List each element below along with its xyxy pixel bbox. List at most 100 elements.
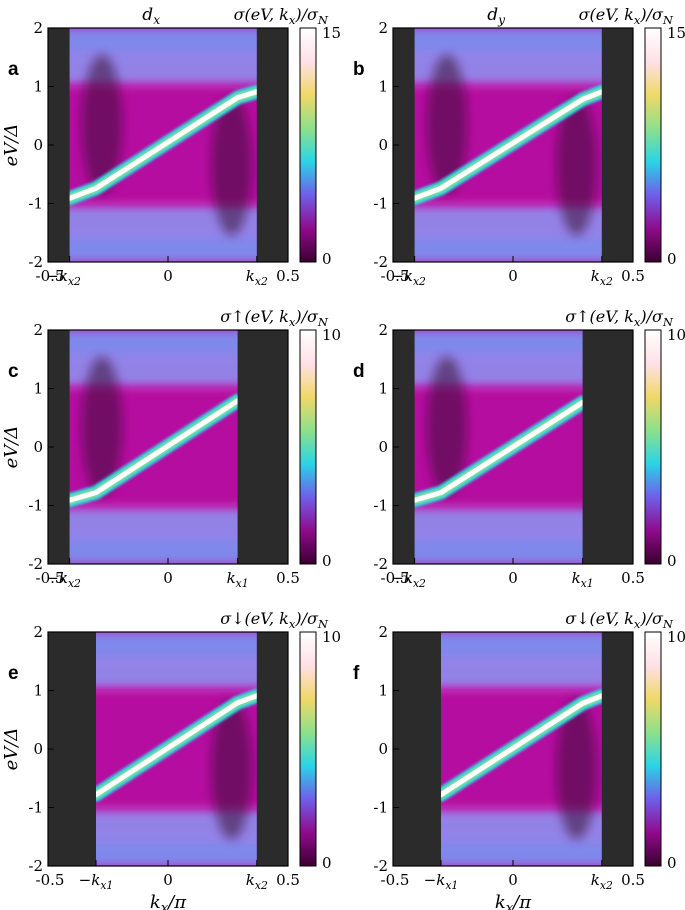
panel-f-ytick-label: -1 <box>373 799 388 817</box>
panel-e-xtick-label: kx2​ <box>246 871 268 892</box>
panel-c-ytick-label: 2 <box>33 321 43 339</box>
panel-b-ytick-label: 1 <box>378 78 388 96</box>
panel-e-xtick-label: −kx1​ <box>79 871 114 892</box>
panel-e: 210-1-2-0.5−kx1​0kx2​0.5eV/Δkx​/πe100σ↓(… <box>1 609 341 910</box>
panel-c-heatmap <box>48 330 288 564</box>
panel-d-xtick-label: 0.5 <box>621 569 645 587</box>
panel-e-colorbar-min: 0 <box>322 854 332 872</box>
panel-d-xtick-label: -0.5 <box>381 569 410 587</box>
panel-d-ytick-label: 0 <box>378 438 388 456</box>
panel-e-ylabel: eV/Δ <box>1 728 22 771</box>
panel-a-ytick-label: 0 <box>33 136 43 154</box>
panel-c-xtick-label: 0.5 <box>276 569 300 587</box>
panel-b-shadow-1 <box>556 95 597 236</box>
panel-d-colorbar-max: 10 <box>667 326 685 344</box>
panel-f-xtick-label: -0.5 <box>381 871 410 889</box>
panel-c-shadow-0 <box>82 356 122 497</box>
panel-e-ytick-label: 0 <box>33 740 43 758</box>
panel-d-dark-region-1 <box>582 330 633 564</box>
panel-b-xtick-label: -0.5 <box>381 267 410 285</box>
panel-c-xtick-label: 0 <box>163 569 173 587</box>
panel-f-xtick-label: 0 <box>508 871 518 889</box>
panel-a-ytick-label: 1 <box>33 78 43 96</box>
panel-f-colorbar <box>644 631 662 867</box>
panel-f-ytick-label: 1 <box>378 682 388 700</box>
panel-c-letter: c <box>8 361 19 382</box>
panel-e-shadow-0 <box>211 699 252 840</box>
panel-f-heatmap <box>393 632 633 866</box>
panel-f: 210-1-2-0.5−kx1​0kx2​0.5kx​/πf100σ↓(eV, … <box>353 609 685 910</box>
panel-a-colorbar-label: σ(eV, kx​)/σN​ <box>234 5 329 27</box>
panel-d-ridge <box>412 400 586 503</box>
panel-e-dark-region-0 <box>48 632 96 866</box>
panel-a-colorbar <box>299 27 317 263</box>
panel-f-xtick-label: kx2​ <box>591 871 613 892</box>
panel-f-shadow-0 <box>556 699 597 840</box>
panel-b-xtick-label: 0 <box>508 267 518 285</box>
panel-a-ytick-label: 2 <box>33 19 43 37</box>
panel-e-letter: e <box>8 663 19 684</box>
panel-a-shadow-0 <box>82 54 122 195</box>
panel-d-ytick-label: 2 <box>378 321 388 339</box>
panel-e-colorbar-max: 10 <box>322 628 341 646</box>
panel-a-title: dx​ <box>142 5 160 27</box>
panel-a-dark-region-1 <box>256 28 288 262</box>
panel-c-colorbar <box>299 329 317 565</box>
panel-c-ridge <box>67 398 241 503</box>
panel-f-ridge <box>438 693 605 798</box>
panel-c-ytick-label: -2 <box>28 555 43 573</box>
panel-d-colorbar <box>644 329 662 565</box>
panel-d-letter: d <box>353 361 365 382</box>
panel-e-heatmap <box>48 632 288 866</box>
panel-e-ytick-label: 1 <box>33 682 43 700</box>
panel-a: 2 1 0 -1 -2-0.5−kx2​ 0 kx2​ 0.5 eV/Δ dx​ a 15 0 σ(eV,… <box>1 5 341 288</box>
panel-b-colorbar-max: 15 <box>667 24 685 42</box>
panel-b-ytick-label: -1 <box>373 195 388 213</box>
panel-b: 2 1 0 -1 -2-0.5−kx2​ 0 kx2​ 0.5 dy​ b 15 0 σ(eV, kx​… <box>353 5 685 288</box>
panel-b-ytick-label: 2 <box>378 19 388 37</box>
panel-d-heatmap <box>393 330 633 564</box>
panel-e-ytick-label: 2 <box>33 623 43 641</box>
panel-f-colorbar-label: σ↓(eV, kx​)/σN​ <box>565 609 674 631</box>
panel-a-colorbar-max: 15 <box>322 24 341 42</box>
panel-a-xtick-label: 0 <box>163 267 173 285</box>
panel-d-ytick-label: -1 <box>373 497 388 515</box>
panel-e-colorbar <box>299 631 317 867</box>
panel-d-colorbar-label: σ↑(eV, kx​)/σN​ <box>565 307 674 329</box>
panel-a-shadow-1 <box>211 95 252 236</box>
panel-c-ytick-label: 0 <box>33 438 43 456</box>
panel-e-ridge <box>93 693 260 798</box>
panel-b-shadow-0 <box>427 54 467 195</box>
panel-f-ytick-label: 0 <box>378 740 388 758</box>
panel-e-xlabel: kx​/π <box>150 892 187 910</box>
panel-b-xtick-label: kx2​ <box>591 267 613 288</box>
panel-a-ytick-label: -1 <box>28 195 43 213</box>
panel-b-ridge <box>412 89 605 201</box>
panel-c-ytick-label: 1 <box>33 380 43 398</box>
panel-b-ytick-label: 0 <box>378 136 388 154</box>
panel-e-ytick-label: -2 <box>28 857 43 875</box>
panel-a-colorbar-min: 0 <box>322 250 332 268</box>
panel-e-xtick-label: 0.5 <box>276 871 300 889</box>
panel-f-colorbar-min: 0 <box>667 854 677 872</box>
panel-f-xtick-label: −kx1​ <box>424 871 459 892</box>
panel-c-xtick-label: −kx2​ <box>46 569 81 590</box>
panel-f-xtick-label: 0.5 <box>621 871 645 889</box>
panel-c-colorbar-max: 10 <box>322 326 341 344</box>
panel-b-heatmap <box>393 28 633 262</box>
panel-e-xtick-label: 0 <box>163 871 173 889</box>
panel-c-colorbar-min: 0 <box>322 552 332 570</box>
panel-a-letter: a <box>8 59 19 80</box>
panel-d-ytick-label: -2 <box>373 555 388 573</box>
panel-e-dark-region-1 <box>256 632 288 866</box>
panel-b-dark-region-1 <box>601 28 633 262</box>
panel-b-colorbar-label: σ(eV, kx​)/σN​ <box>579 5 674 27</box>
panel-a-xtick-label: −kx2​ <box>46 267 81 288</box>
panel-e-ytick-label: -1 <box>28 799 43 817</box>
panel-d-shadow-0 <box>427 356 467 497</box>
panel-a-xtick-label: kx2​ <box>246 267 268 288</box>
panel-b-title: dy​ <box>487 5 506 27</box>
panel-a-heatmap <box>48 28 288 262</box>
panel-a-xtick-label: -0.5 <box>36 267 65 285</box>
